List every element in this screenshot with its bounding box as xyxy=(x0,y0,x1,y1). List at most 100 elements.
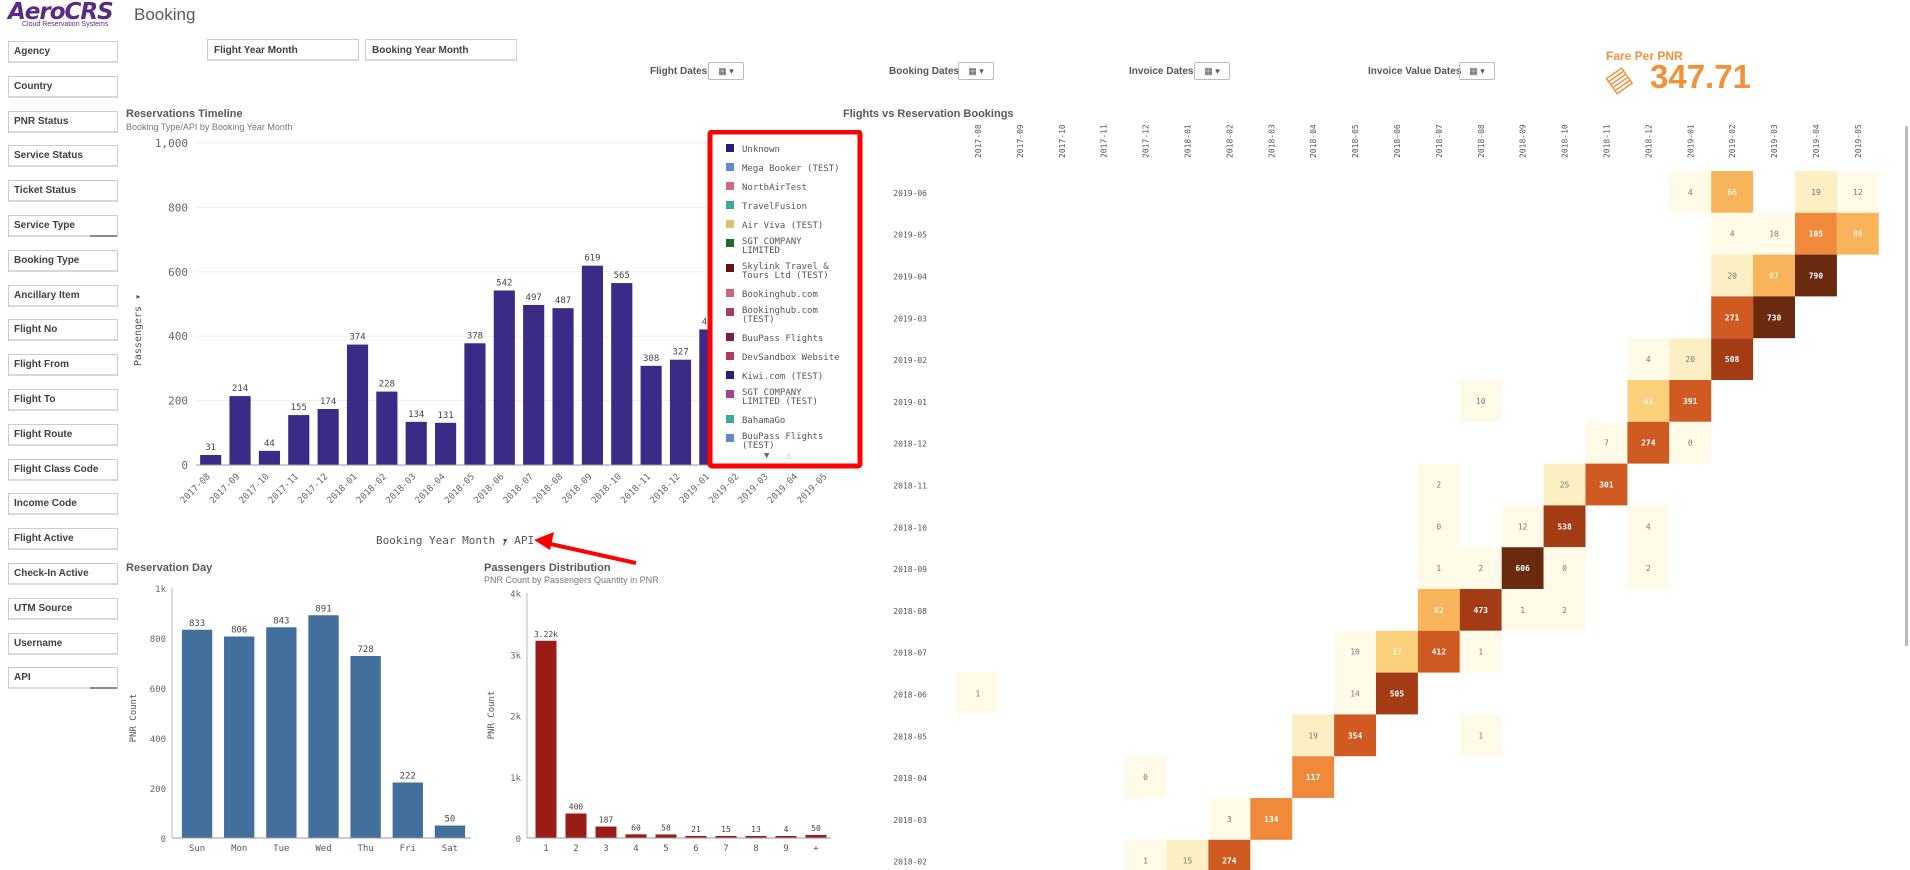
heatmap-cell xyxy=(1543,589,1586,631)
timeline-dim2-label: , API ▾ xyxy=(501,534,547,547)
sidebar-filter-flight-route[interactable]: Flight Route xyxy=(8,423,118,446)
booking-dates-picker[interactable]: ▦ ▾ xyxy=(958,62,994,80)
timeline-xtick: 2017-12 xyxy=(296,472,330,506)
booking-year-month-label: Booking Year Month xyxy=(372,45,469,56)
day-xtick: Fri xyxy=(400,844,416,854)
flight-year-month-filter[interactable]: Flight Year Month xyxy=(207,39,359,61)
sidebar-filter-income-code[interactable]: Income Code xyxy=(8,493,118,516)
sidebar-filter-pnr-status[interactable]: PNR Status xyxy=(8,110,118,133)
sidebar-filter-api[interactable]: API xyxy=(8,667,118,690)
heatmap-cell xyxy=(1501,505,1544,548)
filter-label: Ancillary Item xyxy=(14,289,80,301)
flight-dates-picker[interactable]: ▦ ▾ xyxy=(708,62,744,80)
heatmap-cell xyxy=(1669,171,1712,213)
day-xtick: Sat xyxy=(442,844,458,854)
legend-swatch xyxy=(726,264,734,272)
heatmap-cell xyxy=(1585,421,1628,464)
timeline-ytick: 1,000 xyxy=(155,137,188,150)
sidebar-filter-flight-active[interactable]: Flight Active xyxy=(8,528,118,551)
heatmap-cell-value: 10 xyxy=(1476,397,1486,406)
heatmap-cell xyxy=(1711,212,1754,255)
timeline-bar-2017-12 xyxy=(317,408,339,465)
heatmap-cell-value: 1 xyxy=(1520,606,1525,615)
timeline-bar-2018-12 xyxy=(669,359,692,465)
heatmap-title: Flights vs Reservation Bookings xyxy=(843,108,1014,120)
day-xtick: Tue xyxy=(273,844,289,854)
sidebar-filter-ancillary-item[interactable]: Ancillary Item xyxy=(8,284,118,307)
timeline-ytick: 200 xyxy=(168,395,188,408)
timeline-bar-label: 327 xyxy=(672,348,688,358)
sidebar-filter-flight-to[interactable]: Flight To xyxy=(8,389,118,411)
day-bar-Sun xyxy=(181,629,213,838)
heatmap-col-label: 2019-03 xyxy=(1770,124,1779,158)
sidebar-filter-ticket-status[interactable]: Ticket Status xyxy=(8,180,118,203)
filter-selection-bar xyxy=(9,235,117,237)
dist-ytick: 4k xyxy=(510,590,521,600)
dist-bar-label: 60 xyxy=(631,823,641,832)
heatmap-cell xyxy=(1417,589,1460,631)
heatmap-cell-value: 391 xyxy=(1683,397,1698,406)
heatmap-cell-value: 301 xyxy=(1599,481,1614,490)
legend-item: Bookinghub.com xyxy=(742,306,818,316)
day-bar-Tue xyxy=(266,627,297,838)
sidebar-filter-flight-from[interactable]: Flight From xyxy=(8,354,118,377)
heatmap-scrollbar[interactable] xyxy=(1905,126,1908,646)
timeline-ylabel: Passengers ▾ xyxy=(133,294,144,366)
sidebar-filter-username[interactable]: Username xyxy=(8,632,118,655)
heatmap-cell xyxy=(1543,505,1586,548)
heatmap-cell xyxy=(1836,171,1879,213)
legend-item: SGT COMPANY xyxy=(742,388,802,398)
heatmap-col-label: 2018-10 xyxy=(1561,124,1570,158)
timeline-bar-2018-03 xyxy=(405,421,427,465)
sidebar-filter-flight-class-code[interactable]: Flight Class Code xyxy=(8,458,118,481)
timeline-xtick: 2019-03 xyxy=(737,472,771,506)
heatmap-col-label: 2017-08 xyxy=(974,124,983,158)
sidebar-filter-utm-source[interactable]: UTM Source xyxy=(8,597,118,620)
heatmap-row-label: 2018-03 xyxy=(893,816,927,825)
timeline-bar-2018-02 xyxy=(376,391,398,465)
heatmap-row-label: 2018-02 xyxy=(893,858,927,867)
heatmap-row-label: 2019-01 xyxy=(893,398,927,407)
invoice-dates-picker[interactable]: ▦ ▾ xyxy=(1194,62,1230,80)
legend-item: BuuPass Flights xyxy=(742,334,823,344)
timeline-bar-label: 131 xyxy=(437,411,453,421)
filter-label: Service Type xyxy=(14,220,75,231)
invoice-value-dates-label: Invoice Value Dates xyxy=(1368,66,1462,77)
legend-swatch xyxy=(726,390,734,398)
legend-item: Unknown xyxy=(742,145,780,155)
sidebar-filter-country[interactable]: Country xyxy=(8,75,118,98)
sidebar-filter-flight-no[interactable]: Flight No xyxy=(8,319,118,342)
timeline-subtitle: Booking Type/API by Booking Year Month xyxy=(126,122,293,132)
day-xtick: Wed xyxy=(315,844,331,854)
heatmap-row-label: 2018-06 xyxy=(893,691,927,700)
sidebar-filter-booking-type[interactable]: Booking Type xyxy=(8,249,118,272)
dist-xtick: + xyxy=(813,844,819,854)
heatmap-col-label: 2019-04 xyxy=(1812,124,1821,158)
logo-text: AeroCRS xyxy=(8,0,114,25)
sidebar-filter-agency[interactable]: Agency xyxy=(8,41,118,63)
booking-dates-label: Booking Dates xyxy=(889,66,960,77)
sidebar-filter-service-type[interactable]: Service Type xyxy=(8,215,118,237)
filter-selection-bar xyxy=(9,130,117,133)
filter-selection-bar xyxy=(9,374,117,377)
legend-swatch xyxy=(726,415,734,423)
day-bar-label: 833 xyxy=(189,619,205,629)
legend-swatch xyxy=(726,308,734,316)
heatmap-cell xyxy=(1376,672,1418,715)
booking-year-month-filter[interactable]: Booking Year Month xyxy=(365,39,517,61)
filter-selection-bar xyxy=(9,513,117,516)
timeline-bar-2017-08 xyxy=(200,455,222,465)
invoice-value-dates-picker[interactable]: ▦ ▾ xyxy=(1459,62,1495,80)
sidebar-filter-check-in-active[interactable]: Check-In Active xyxy=(8,563,118,585)
timeline-bar-2018-07 xyxy=(523,304,545,465)
heatmap-cell-value: 1 xyxy=(1436,564,1441,573)
heatmap-cell-value: 10 xyxy=(1350,648,1360,657)
sidebar-filter-service-status[interactable]: Service Status xyxy=(8,145,118,168)
filter-selection-bar xyxy=(9,165,117,168)
heatmap-cell-value: 2 xyxy=(1436,481,1441,490)
timeline-ytick: 800 xyxy=(168,201,188,214)
heatmap-cell xyxy=(1753,212,1795,255)
heatmap-cell xyxy=(1711,254,1754,297)
heatmap-col-label: 2018-12 xyxy=(1644,124,1653,158)
timeline-xtick: 2019-05 xyxy=(796,472,830,506)
